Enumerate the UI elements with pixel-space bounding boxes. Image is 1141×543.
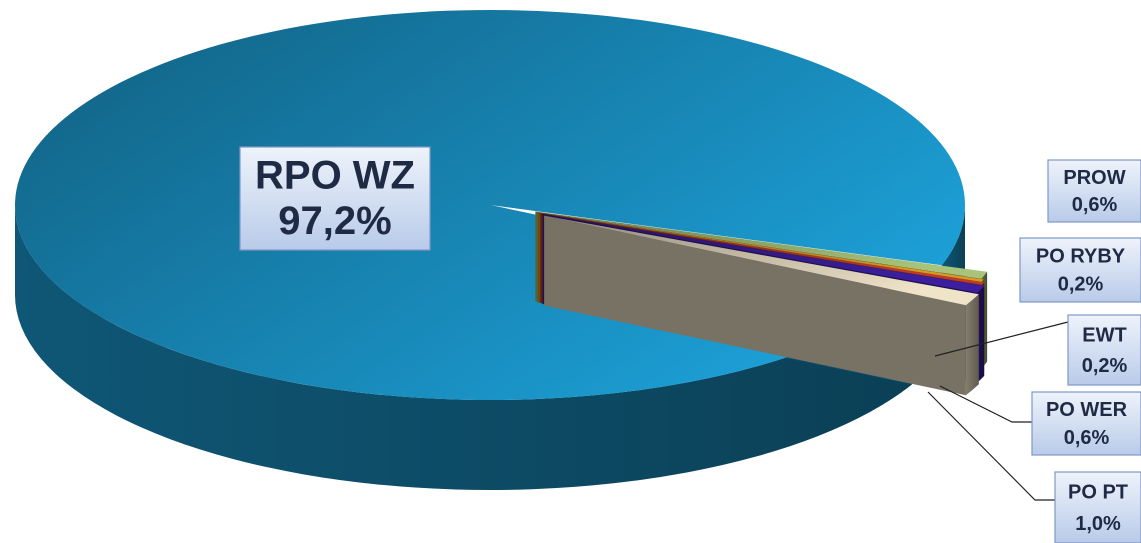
- value-label: 0,6%: [1064, 427, 1110, 449]
- category-label: RPO WZ: [255, 153, 415, 197]
- leader-line: [939, 385, 1032, 423]
- slice-top: [542, 214, 985, 293]
- value-label: 1,0%: [1075, 513, 1121, 535]
- leader-line: [927, 391, 1055, 501]
- slice-top: [544, 215, 979, 306]
- slice-top: [537, 212, 984, 282]
- category-label: PO RYBY: [1036, 245, 1126, 267]
- value-label: 0,6%: [1072, 194, 1118, 216]
- label-box: [1054, 471, 1141, 543]
- category-label: PO PT: [1068, 482, 1128, 504]
- slice: [544, 215, 979, 396]
- slice-side: [965, 294, 979, 396]
- value-label: 0,2%: [1058, 274, 1104, 296]
- value-label: 97,2%: [278, 199, 391, 243]
- slice-wall: [544, 215, 966, 396]
- label-box: [1019, 237, 1141, 303]
- label-box: [1031, 391, 1141, 456]
- label-box: [1047, 159, 1141, 223]
- leader-line: [934, 321, 1069, 357]
- label-box: [1067, 314, 1141, 386]
- slice-side: [977, 285, 985, 383]
- value-label: 0,2%: [1082, 355, 1128, 377]
- slice-top: [540, 213, 985, 285]
- category-label: PO WER: [1046, 399, 1128, 421]
- category-label: PROW: [1063, 167, 1125, 189]
- slice-top: [535, 211, 988, 279]
- label-box: [239, 146, 431, 251]
- slice-side: [15, 205, 912, 491]
- category-label: EWT: [1082, 324, 1126, 346]
